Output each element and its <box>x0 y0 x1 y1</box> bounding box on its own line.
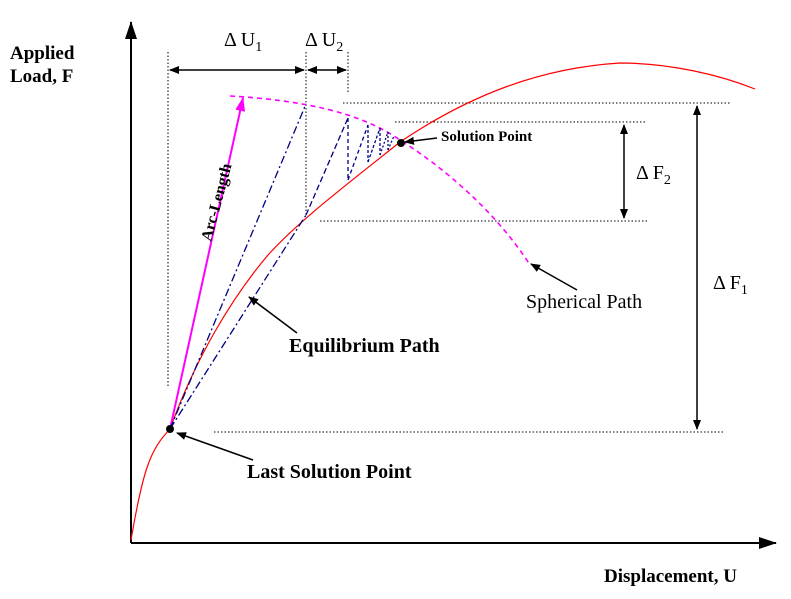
arc-length-label: Arc-Length <box>198 162 235 243</box>
iteration-line-2 <box>169 214 307 430</box>
spherical-path-callout <box>530 263 578 291</box>
last-solution-point-callout <box>176 432 254 461</box>
delta-f2-label: Δ F2 <box>636 162 671 188</box>
solution-point-marker <box>397 139 405 147</box>
last-solution-point-marker <box>166 425 174 433</box>
delta-f1-label: Δ F1 <box>713 272 748 298</box>
spherical-path-label: Spherical Path <box>526 291 642 313</box>
delta-f1-symbol: Δ F <box>713 272 741 294</box>
iteration-line-9 <box>379 131 389 156</box>
equilibrium-path-callout <box>248 296 298 334</box>
solution-point-callout <box>404 136 438 145</box>
iteration-line-7 <box>367 127 381 163</box>
x-axis-label: Displacement, U <box>604 566 737 587</box>
delta-u2-label: Δ U2 <box>305 29 343 55</box>
iteration-lines <box>169 103 395 430</box>
arc-length-vector <box>169 97 246 430</box>
delta-u1-label: Δ U1 <box>224 29 262 55</box>
y-axis-label-line2: Load, F <box>10 66 73 87</box>
last-solution-point-label: Last Solution Point <box>247 461 412 483</box>
y-axis-label-line1: Applied <box>10 43 75 64</box>
delta-u2-subscript: 2 <box>336 40 343 55</box>
spherical-path-curve <box>229 95 531 266</box>
delta-f2-symbol: Δ F <box>636 162 664 184</box>
delta-u2-symbol: Δ U <box>305 29 337 51</box>
iteration-line-5 <box>347 124 369 181</box>
iteration-line-1 <box>169 103 307 430</box>
solution-point-label: Solution Point <box>441 129 532 145</box>
iteration-line-11 <box>387 135 395 151</box>
delta-u1-symbol: Δ U <box>224 29 256 51</box>
delta-f2-subscript: 2 <box>664 173 671 188</box>
delta-u1-subscript: 1 <box>255 40 262 55</box>
equilibrium-path-label: Equilibrium Path <box>289 335 440 357</box>
delta-f1-subscript: 1 <box>741 283 748 298</box>
